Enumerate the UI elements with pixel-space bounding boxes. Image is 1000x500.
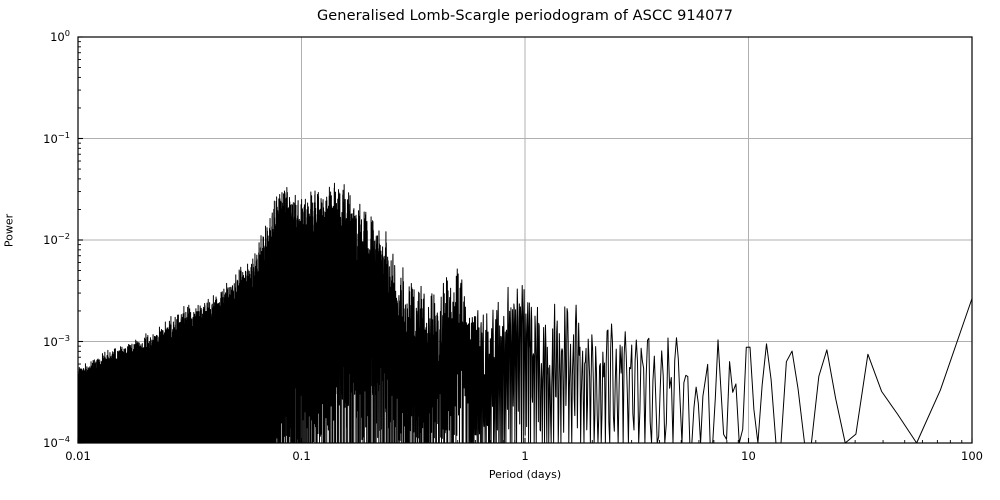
periodogram-series (77, 182, 973, 444)
x-tick-label-1: 0.1 (292, 449, 311, 463)
x-tick-label-4: 100 (961, 449, 983, 463)
x-tick-label-2: 1 (521, 449, 529, 463)
y-tick-label-4: 100 (50, 28, 70, 44)
x-tick-label-3: 10 (741, 449, 756, 463)
axes-spines (77, 36, 973, 444)
y-tick-label-1: 10−3 (43, 332, 70, 349)
y-axis-label: Power (2, 213, 16, 248)
x-tick-label-0: 0.01 (65, 449, 91, 463)
x-axis-label: Period (days) (488, 468, 562, 481)
y-tick-label-3: 10−1 (43, 129, 70, 146)
y-tick-label-0: 10−4 (43, 434, 70, 450)
chart-title: Generalised Lomb-Scargle periodogram of … (316, 8, 734, 24)
y-tick-label-2: 10−2 (43, 231, 70, 247)
